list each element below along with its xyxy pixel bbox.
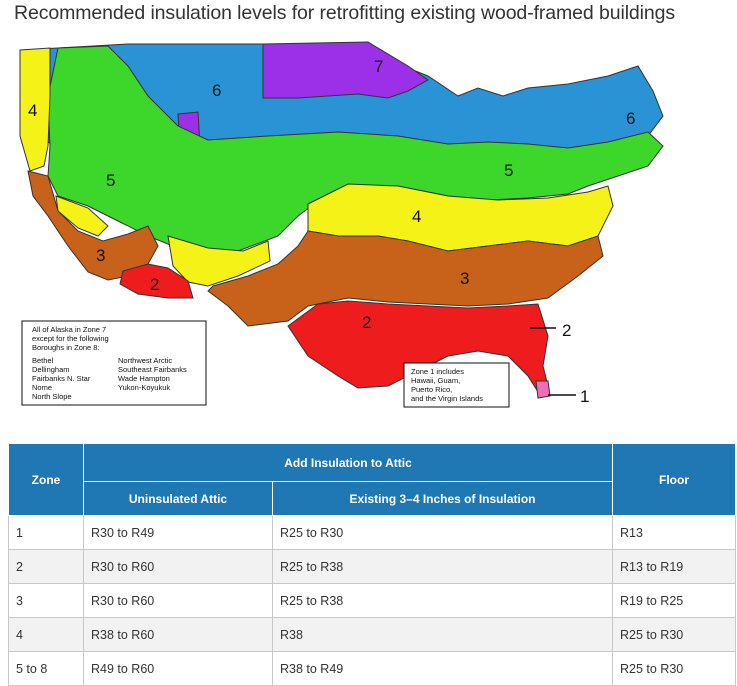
svg-text:Boroughs in Zone 8:: Boroughs in Zone 8:: [32, 343, 100, 352]
header-existing: Existing 3–4 Inches of Insulation: [272, 481, 613, 516]
zone-2-region-az: [119, 263, 194, 299]
cell-floor: R25 to R30: [612, 617, 736, 652]
cell-zone: 5 to 8: [8, 651, 84, 686]
zone-4-region-sw: [167, 235, 271, 287]
table-row: 3 R30 to R60 R25 to R38 R19 to R25: [8, 583, 736, 618]
zone-label: 6: [212, 81, 221, 100]
zone-1-region: [535, 380, 551, 399]
table-row: 1 R30 to R49 R25 to R30 R13: [8, 515, 736, 550]
insulation-table: Zone Add Insulation to Attic Floor Unins…: [8, 443, 736, 686]
svg-text:Nome: Nome: [32, 383, 52, 392]
climate-zone-map: 4 5 6 7 6 5 4 3 3 2 2 2 1 All of Alaska …: [8, 36, 733, 436]
cell-existing: R38 to R49: [272, 651, 613, 686]
svg-text:except for the following: except for the following: [32, 334, 109, 343]
svg-text:Fairbanks N. Star: Fairbanks N. Star: [32, 374, 91, 383]
svg-text:Northwest Arctic: Northwest Arctic: [118, 356, 172, 365]
zone-label: 3: [460, 269, 469, 288]
svg-text:Hawaii, Guam,: Hawaii, Guam,: [411, 376, 460, 385]
zone-label: 2: [150, 275, 159, 294]
svg-text:Southeast Fairbanks: Southeast Fairbanks: [118, 365, 187, 374]
table-row: 2 R30 to R60 R25 to R38 R13 to R19: [8, 549, 736, 584]
cell-existing: R25 to R30: [272, 515, 613, 550]
cell-zone: 3: [8, 583, 84, 618]
cell-uninsulated: R49 to R60: [83, 651, 273, 686]
zone-5-region: [47, 45, 664, 257]
svg-text:Dellingham: Dellingham: [32, 365, 70, 374]
zone-label: 7: [374, 57, 383, 76]
zone-7-region: [262, 41, 429, 99]
cell-existing: R25 to R38: [272, 549, 613, 584]
zone-label: 1: [580, 387, 589, 406]
cell-existing: R25 to R38: [272, 583, 613, 618]
cell-zone: 2: [8, 549, 84, 584]
svg-text:and the Virgin Islands: and the Virgin Islands: [411, 394, 483, 403]
cell-uninsulated: R38 to R60: [83, 617, 273, 652]
header-uninsulated: Uninsulated Attic: [83, 481, 273, 516]
cell-zone: 1: [8, 515, 84, 550]
svg-text:North Slope: North Slope: [32, 392, 72, 401]
svg-text:Puerto Rico,: Puerto Rico,: [411, 385, 452, 394]
cell-zone: 4: [8, 617, 84, 652]
cell-uninsulated: R30 to R60: [83, 583, 273, 618]
zone-1-note: Zone 1 includes Hawaii, Guam, Puerto Ric…: [403, 362, 510, 408]
zone-4-region: [19, 47, 51, 172]
cell-existing: R38: [272, 617, 613, 652]
header-add-attic: Add Insulation to Attic: [83, 443, 613, 482]
zone-label: 3: [96, 246, 105, 265]
page-title: Recommended insulation levels for retrof…: [14, 2, 676, 24]
zone-label: 2: [362, 313, 371, 332]
cell-uninsulated: R30 to R49: [83, 515, 273, 550]
svg-text:Bethel: Bethel: [32, 356, 54, 365]
zone-3-region: [207, 230, 604, 327]
zone-label: 6: [626, 109, 635, 128]
cell-floor: R13 to R19: [612, 549, 736, 584]
cell-uninsulated: R30 to R60: [83, 549, 273, 584]
zone-label: 5: [106, 171, 115, 190]
zone-label: 5: [504, 161, 513, 180]
svg-text:Wade Hampton: Wade Hampton: [118, 374, 170, 383]
header-zone: Zone: [8, 443, 84, 516]
zone-label: 2: [562, 321, 571, 340]
alaska-note: All of Alaska in Zone 7 except for the f…: [21, 320, 207, 406]
zone-label: 4: [28, 101, 37, 120]
table-row: 5 to 8 R49 to R60 R38 to R49 R25 to R30: [8, 651, 736, 686]
svg-text:Yukon-Koyukuk: Yukon-Koyukuk: [118, 383, 170, 392]
zone-3-region-ca: [27, 170, 159, 281]
cell-floor: R13: [612, 515, 736, 550]
cell-floor: R25 to R30: [612, 651, 736, 686]
svg-text:All of Alaska in Zone 7: All of Alaska in Zone 7: [32, 325, 106, 334]
zone-label: 4: [412, 207, 421, 226]
svg-text:Zone 1 includes: Zone 1 includes: [411, 367, 464, 376]
cell-floor: R19 to R25: [612, 583, 736, 618]
table-row: 4 R38 to R60 R38 R25 to R30: [8, 617, 736, 652]
header-floor: Floor: [612, 443, 736, 516]
